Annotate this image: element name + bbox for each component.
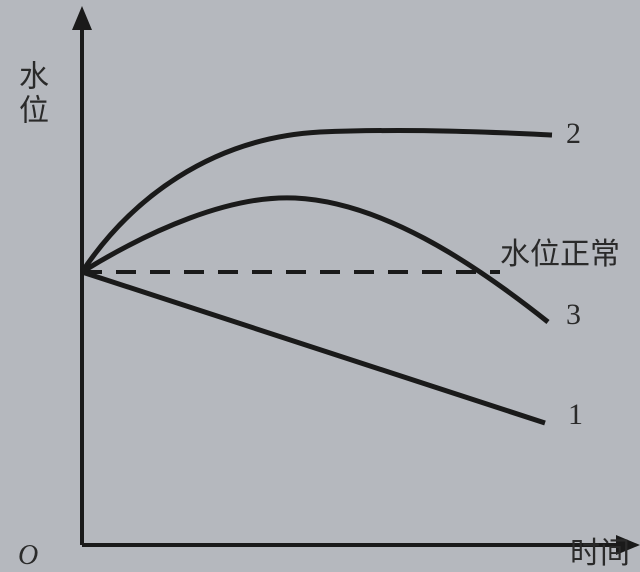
curve-1-label: 1 bbox=[568, 398, 583, 432]
origin-label: O bbox=[18, 540, 38, 572]
chart-svg bbox=[0, 0, 640, 572]
y-axis-arrow bbox=[72, 6, 92, 30]
curve-3-label: 3 bbox=[566, 298, 581, 332]
normal-line-label: 水位正常 bbox=[500, 229, 620, 273]
x-axis-label: 时间 bbox=[570, 528, 630, 572]
curve-3 bbox=[82, 198, 548, 322]
water-level-chart: 水位 时间 O 水位正常 1 2 3 bbox=[0, 0, 640, 572]
curve-1 bbox=[82, 272, 545, 423]
curve-2-label: 2 bbox=[566, 117, 581, 151]
y-axis-label: 水位 bbox=[12, 60, 48, 128]
